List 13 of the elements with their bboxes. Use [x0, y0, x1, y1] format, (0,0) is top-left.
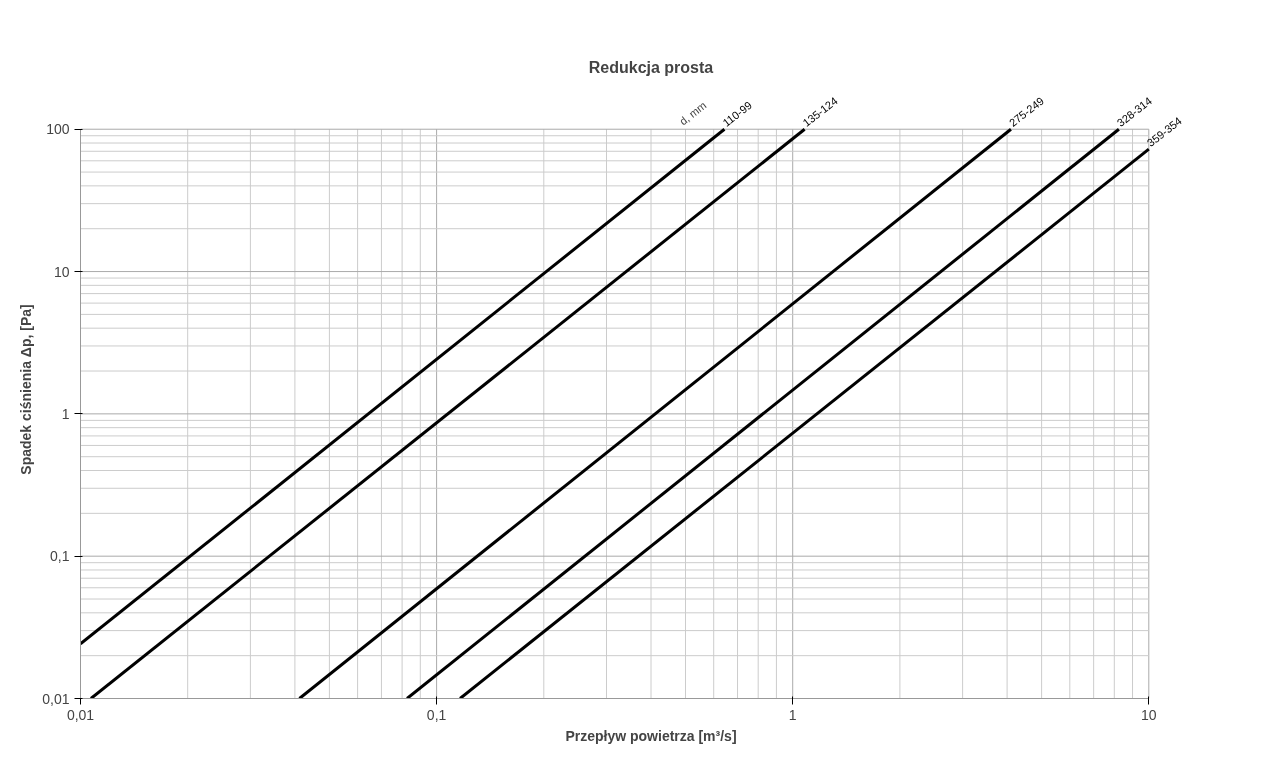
chart-title: Redukcja prosta: [588, 58, 714, 76]
x-tick-label: 1: [788, 706, 797, 723]
x-tick-label: 0,01: [66, 706, 95, 723]
y-axis-title: Spadek ciśnienia Δp, [Pa]: [18, 304, 35, 475]
x-tick-label: 0,1: [426, 706, 447, 723]
y-tick-label: 0,01: [42, 690, 70, 707]
y-tick-label: 10: [53, 263, 70, 280]
x-tick-label: 10: [1141, 706, 1157, 723]
x-axis-title: Przepływ powietrza [m³/s]: [565, 727, 737, 744]
y-tick-label: 1: [61, 405, 70, 422]
text: d, mm: [677, 99, 709, 128]
y-tick-label: 100: [46, 121, 70, 138]
y-tick-label: 0,1: [50, 548, 70, 565]
